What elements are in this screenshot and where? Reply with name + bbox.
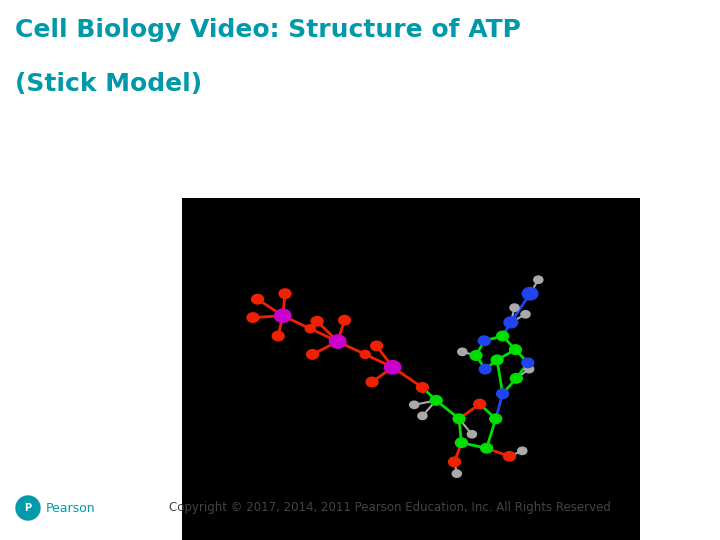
Circle shape	[16, 496, 40, 520]
Circle shape	[534, 276, 543, 284]
Circle shape	[522, 358, 534, 368]
Circle shape	[416, 383, 428, 392]
Circle shape	[384, 361, 401, 374]
Circle shape	[311, 316, 323, 326]
Circle shape	[497, 331, 508, 341]
Circle shape	[456, 438, 467, 448]
Circle shape	[510, 374, 522, 383]
Circle shape	[518, 447, 527, 455]
Text: Cell Biology Video: Structure of ATP: Cell Biology Video: Structure of ATP	[15, 18, 521, 42]
Circle shape	[452, 470, 462, 477]
Circle shape	[522, 287, 538, 300]
Circle shape	[418, 412, 427, 420]
Circle shape	[247, 313, 259, 322]
Circle shape	[474, 399, 486, 409]
Circle shape	[307, 349, 318, 359]
Circle shape	[470, 350, 482, 360]
Circle shape	[431, 396, 442, 405]
Circle shape	[410, 401, 419, 408]
Circle shape	[338, 315, 351, 325]
Circle shape	[504, 317, 518, 328]
Circle shape	[497, 389, 508, 399]
Text: Copyright © 2017, 2014, 2011 Pearson Education, Inc. All Rights Reserved: Copyright © 2017, 2014, 2011 Pearson Edu…	[169, 502, 611, 515]
Circle shape	[272, 331, 284, 341]
Circle shape	[330, 335, 346, 348]
Circle shape	[503, 451, 516, 461]
Circle shape	[279, 289, 291, 299]
Circle shape	[525, 366, 534, 373]
Circle shape	[510, 304, 519, 312]
Circle shape	[371, 341, 382, 350]
Circle shape	[481, 443, 492, 453]
Circle shape	[467, 430, 477, 438]
Circle shape	[251, 294, 264, 304]
Text: Pearson: Pearson	[46, 502, 96, 515]
Circle shape	[274, 309, 291, 322]
Circle shape	[490, 414, 502, 423]
Circle shape	[480, 364, 491, 374]
Bar	[182, 198, 640, 540]
Text: P: P	[24, 503, 32, 513]
Circle shape	[449, 457, 461, 467]
Text: (Stick Model): (Stick Model)	[15, 72, 202, 96]
Circle shape	[491, 355, 503, 364]
Circle shape	[510, 345, 521, 354]
Circle shape	[366, 377, 378, 387]
Circle shape	[305, 325, 315, 333]
Circle shape	[360, 350, 370, 359]
Circle shape	[478, 336, 490, 346]
Circle shape	[521, 310, 530, 318]
Circle shape	[458, 348, 467, 355]
Circle shape	[453, 414, 465, 423]
